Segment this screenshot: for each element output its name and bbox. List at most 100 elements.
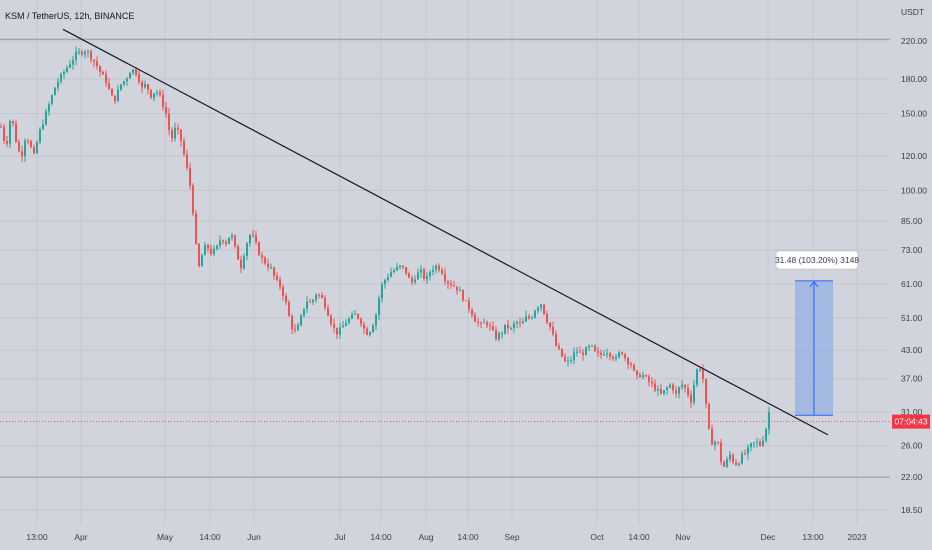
candle-body	[207, 244, 209, 249]
candle-body	[384, 279, 386, 285]
candle	[684, 383, 686, 393]
candle-body	[102, 72, 104, 75]
candle	[717, 441, 719, 445]
candle-body	[522, 321, 524, 324]
candle-body	[621, 352, 623, 355]
candle-body	[183, 140, 185, 155]
candle	[393, 267, 395, 274]
candle	[6, 136, 8, 147]
candle-body	[6, 140, 8, 144]
candle	[378, 295, 380, 320]
candle-body	[405, 267, 407, 274]
candle	[645, 374, 647, 378]
candle-body	[306, 301, 308, 309]
candle-body	[588, 345, 590, 348]
candle	[408, 271, 410, 279]
candle	[222, 239, 224, 245]
candle	[609, 352, 611, 361]
candle	[243, 253, 245, 270]
x-tick-label: Apr	[74, 532, 87, 542]
candle	[639, 372, 641, 378]
candle	[117, 85, 119, 103]
candle	[246, 241, 248, 261]
candle	[567, 356, 569, 367]
candle	[762, 435, 764, 447]
candle	[576, 346, 578, 357]
candle	[309, 298, 311, 303]
candle-body	[576, 351, 578, 353]
candle-body	[531, 317, 533, 319]
candle-body	[420, 269, 422, 273]
candle	[669, 382, 671, 389]
candle	[201, 253, 203, 267]
candle	[429, 269, 431, 281]
x-tick-label: Nov	[675, 532, 691, 542]
candle	[345, 319, 347, 327]
candle-body	[495, 329, 497, 340]
candle-body	[153, 93, 155, 98]
candle	[195, 209, 197, 245]
candle	[324, 295, 326, 311]
candle	[531, 315, 533, 320]
candle	[453, 280, 455, 287]
candle-body	[483, 322, 485, 324]
candle	[459, 286, 461, 292]
candle	[12, 120, 14, 127]
candle	[516, 320, 518, 329]
candle-body	[342, 325, 344, 328]
candle	[672, 382, 674, 394]
candle-body	[18, 142, 20, 152]
candle	[96, 56, 98, 70]
candle	[504, 324, 506, 336]
candle-body	[471, 309, 473, 316]
candle-body	[582, 352, 584, 356]
candle	[435, 263, 437, 274]
candle	[318, 293, 320, 299]
candle-body	[765, 429, 767, 441]
candle	[627, 356, 629, 370]
candle	[600, 349, 602, 359]
candle-body	[228, 237, 230, 244]
candle	[510, 326, 512, 331]
candle	[240, 255, 242, 274]
candle-body	[195, 213, 197, 244]
candle	[87, 49, 89, 58]
candle-body	[519, 322, 521, 324]
candle-body	[27, 140, 29, 142]
candle-body	[234, 235, 236, 247]
candle	[456, 286, 458, 295]
candle-body	[669, 384, 671, 388]
candle	[582, 349, 584, 361]
y-tick-label: 73.00	[901, 245, 923, 255]
x-tick-label: 14:00	[370, 532, 392, 542]
candle-body	[165, 106, 167, 114]
x-tick-label: Oct	[590, 532, 604, 542]
candle	[348, 316, 350, 325]
candle-body	[48, 104, 50, 112]
measurement-label-box	[775, 250, 859, 270]
candle	[498, 331, 500, 342]
candle	[45, 108, 47, 126]
candle	[573, 347, 575, 365]
candle	[570, 356, 572, 364]
candle	[711, 424, 713, 445]
candle-body	[657, 388, 659, 391]
candle	[558, 342, 560, 351]
candle	[375, 312, 377, 331]
candle	[258, 241, 260, 256]
candle	[183, 137, 185, 157]
candle	[252, 229, 254, 238]
candle-body	[498, 333, 500, 340]
candle-body	[312, 299, 314, 303]
candle	[339, 322, 341, 339]
candle	[15, 119, 17, 144]
candle-body	[438, 265, 440, 271]
candle	[330, 314, 332, 327]
candle-body	[294, 329, 296, 331]
candle	[288, 300, 290, 317]
candle	[726, 456, 728, 469]
candle	[54, 87, 56, 96]
measurement-arrowhead	[809, 281, 819, 288]
